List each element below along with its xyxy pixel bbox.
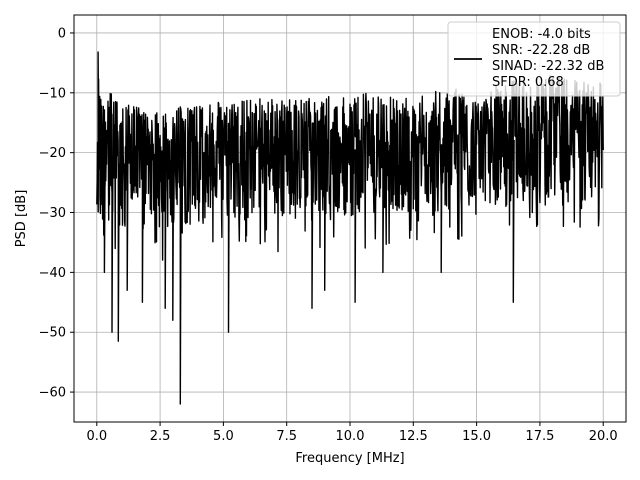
y-tick-label: −30 [39,206,66,221]
legend-enob: ENOB: -4.0 bits [492,27,591,42]
psd-series-line [96,51,604,405]
y-tick-label: −50 [39,326,66,341]
x-tick-label: 2.5 [150,429,171,444]
y-tick-label: −20 [39,146,66,161]
x-tick-label: 7.5 [276,429,297,444]
legend-sinad: SINAD: -22.32 dB [492,59,604,74]
y-tick-label: 0 [58,26,66,41]
x-tick-label: 17.5 [525,429,554,444]
y-tick-label: −10 [39,86,66,101]
plot-area [96,51,604,405]
y-tick-label: −60 [39,386,66,401]
x-tick-label: 10.0 [336,429,365,444]
y-axis-ticks: 0 −10 −20 −30 −40 −50 −60 [39,26,74,401]
x-tick-label: 20.0 [589,429,618,444]
x-axis-ticks: 0.0 2.5 5.0 7.5 10.0 12.5 15.0 17.5 20.0 [86,422,618,444]
x-axis-label: Frequency [MHz] [295,451,404,466]
legend-box [447,21,621,97]
y-tick-label: −40 [39,266,66,281]
y-axis-label: PSD [dB] [14,190,29,248]
x-tick-label: 0.0 [86,429,107,444]
legend-snr: SNR: -22.28 dB [492,43,590,58]
legend-sfdr: SFDR: 0.68 [492,75,564,90]
x-tick-label: 15.0 [462,429,491,444]
x-tick-label: 12.5 [399,429,428,444]
x-tick-label: 5.0 [213,429,234,444]
legend: ENOB: -4.0 bits SNR: -22.28 dB SINAD: -2… [447,21,621,97]
